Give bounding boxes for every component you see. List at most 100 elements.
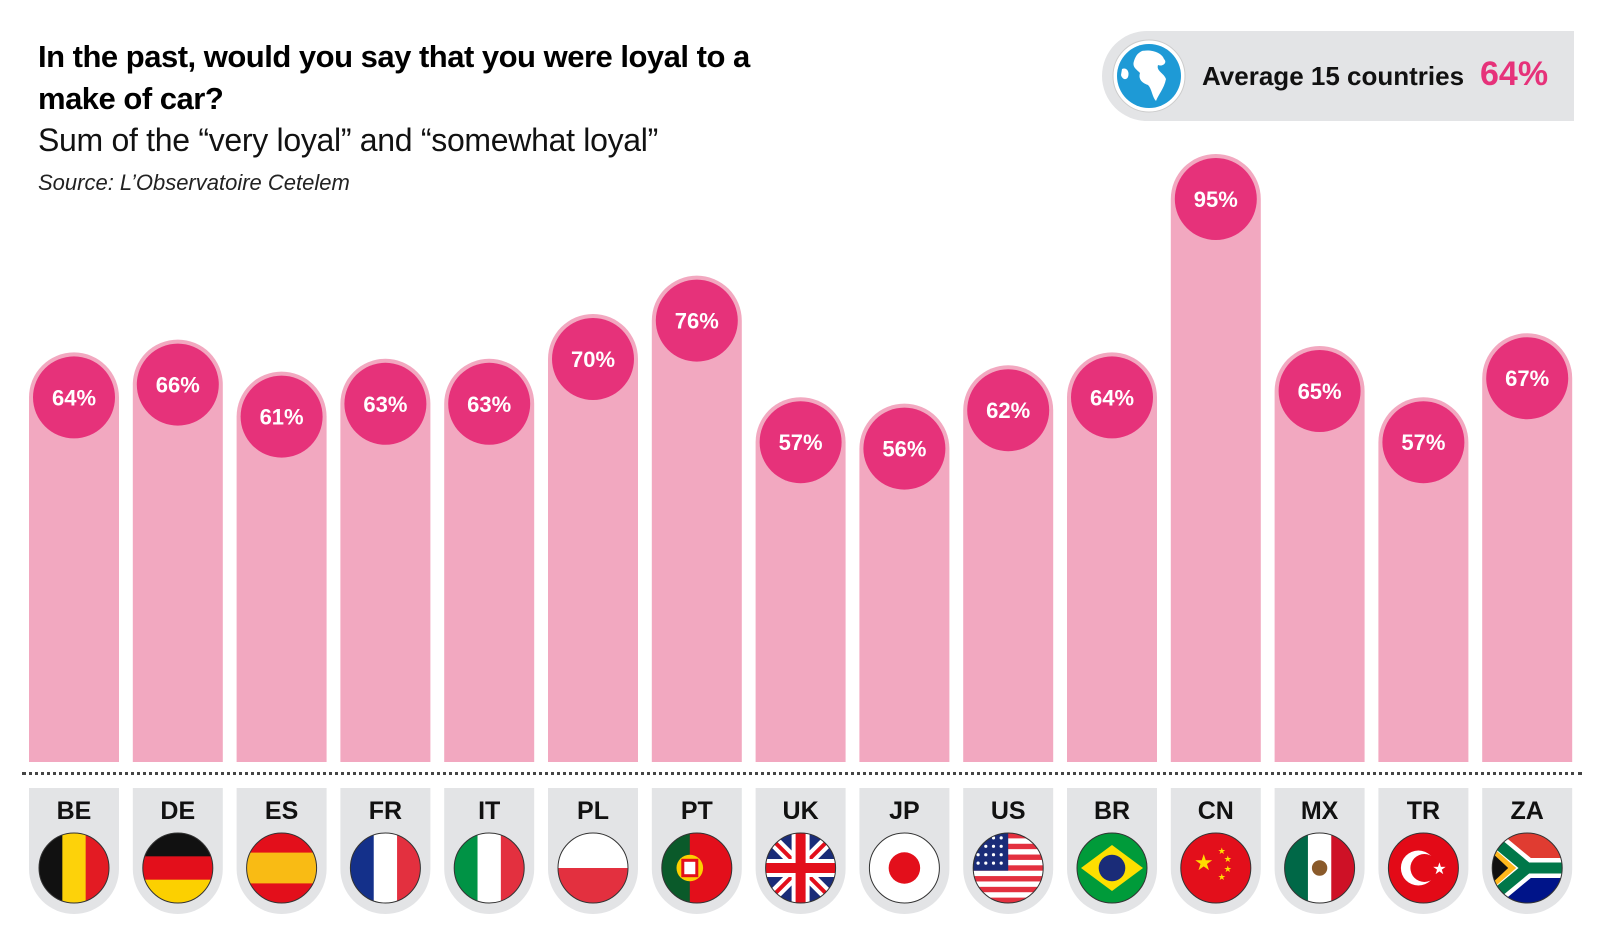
bar [963,365,1054,762]
bar [340,358,431,762]
bar-group-it: 63% IT [444,358,535,914]
category-label: UK [783,797,819,825]
category-label: PL [577,797,609,825]
svg-text:★: ★ [1224,864,1232,874]
svg-text:★: ★ [1218,846,1226,856]
bar-group-be: 64% BE [29,352,119,914]
value-bubble [1486,337,1569,420]
baseline-divider [22,772,1582,775]
flag-cn-icon: ★ ★★★★ [1180,832,1252,904]
bar-group-es: 61% ES [236,371,327,914]
flag-es-icon [246,832,318,904]
svg-text:★: ★ [1224,854,1232,864]
flag-mx-icon [1284,832,1356,904]
category-label: IT [478,797,500,825]
data-label: 95% [1194,187,1238,212]
bar [1378,397,1469,762]
category-label: US [991,797,1026,825]
category-label: ZA [1511,797,1544,825]
value-bubble [1278,350,1361,432]
bar-group-za: 67% ZA [1482,333,1573,914]
data-label: 57% [779,430,823,455]
bar [1067,352,1157,762]
average-value: 64% [1480,55,1549,93]
average-badge: Average 15 countries 64% [1102,31,1574,121]
bar-group-mx: 65% MX [1274,346,1365,914]
value-bubble [344,362,427,445]
bar [1170,154,1261,762]
bar-group-pt: 76% PT [651,275,742,914]
data-label: 64% [52,385,96,410]
data-label: 63% [467,392,511,417]
bar [444,358,535,762]
category-label: JP [889,797,920,825]
bar-group-us: 62% US [963,365,1054,914]
data-label: 64% [1090,385,1134,410]
bar-group-tr: 57% TR ★ [1378,397,1469,914]
value-bubble [1174,158,1257,240]
flag-za-icon [1491,832,1563,904]
bar [1482,333,1573,762]
flag-us-icon [972,832,1044,904]
bar [236,371,327,762]
flag-pl-icon [557,832,629,904]
bar [132,339,223,762]
chart-title: In the past, would you say that you were… [38,39,750,116]
bar-group-de: 66% DE [132,339,223,914]
category-label: CN [1198,797,1234,825]
flag-be-icon [38,832,110,904]
svg-text:★: ★ [1432,861,1446,878]
category-label: BE [57,797,92,825]
data-label: 56% [882,437,926,462]
bar-group-br: 64% BR [1067,352,1157,914]
data-label: 65% [1298,379,1342,404]
bar [651,275,742,762]
bar [755,397,846,762]
svg-text:★: ★ [1194,850,1214,875]
average-label: Average 15 countries [1202,61,1465,91]
flag-jp-icon [868,832,940,904]
bar-group-fr: 63% FR [340,358,431,914]
svg-text:★: ★ [1218,872,1226,882]
bar [1274,346,1365,762]
category-label: ES [265,797,298,825]
category-label: PT [681,797,713,825]
data-label: 76% [675,309,719,334]
globe-icon [1112,39,1186,113]
value-bubble [759,401,842,484]
data-label: 70% [571,347,615,372]
bar-group-jp: 56% JP [859,403,950,914]
category-label: BR [1094,797,1130,825]
chart-subtitle: Sum of the “very loyal” and “somewhat lo… [38,122,658,158]
flag-uk-icon [765,832,837,904]
bar [859,403,950,762]
data-label: 57% [1401,430,1445,455]
value-bubble [967,369,1050,452]
flag-fr-icon [349,832,421,904]
category-label: TR [1407,797,1440,825]
value-bubble [136,343,219,426]
category-label: FR [369,797,402,825]
flag-br-icon [1076,832,1148,904]
data-label: 67% [1505,366,1549,391]
value-bubble [1382,401,1465,484]
category-label: MX [1301,797,1339,825]
data-label: 66% [156,373,200,398]
flag-tr-icon: ★ [1387,832,1459,904]
bar-group-pl: 70% PL [548,314,638,914]
value-bubble [448,362,531,445]
value-bubble [240,375,323,458]
category-label: DE [160,797,195,825]
data-label: 63% [363,392,407,417]
bar [548,314,638,762]
flag-it-icon [453,832,525,904]
bar [29,352,119,762]
value-bubble [1071,356,1153,439]
data-label: 62% [986,398,1030,423]
chart-source: Source: L’Observatoire Cetelem [38,170,350,195]
value-bubble [863,407,946,490]
data-label: 61% [260,405,304,430]
value-bubble [33,356,115,439]
value-bubble [552,318,634,400]
